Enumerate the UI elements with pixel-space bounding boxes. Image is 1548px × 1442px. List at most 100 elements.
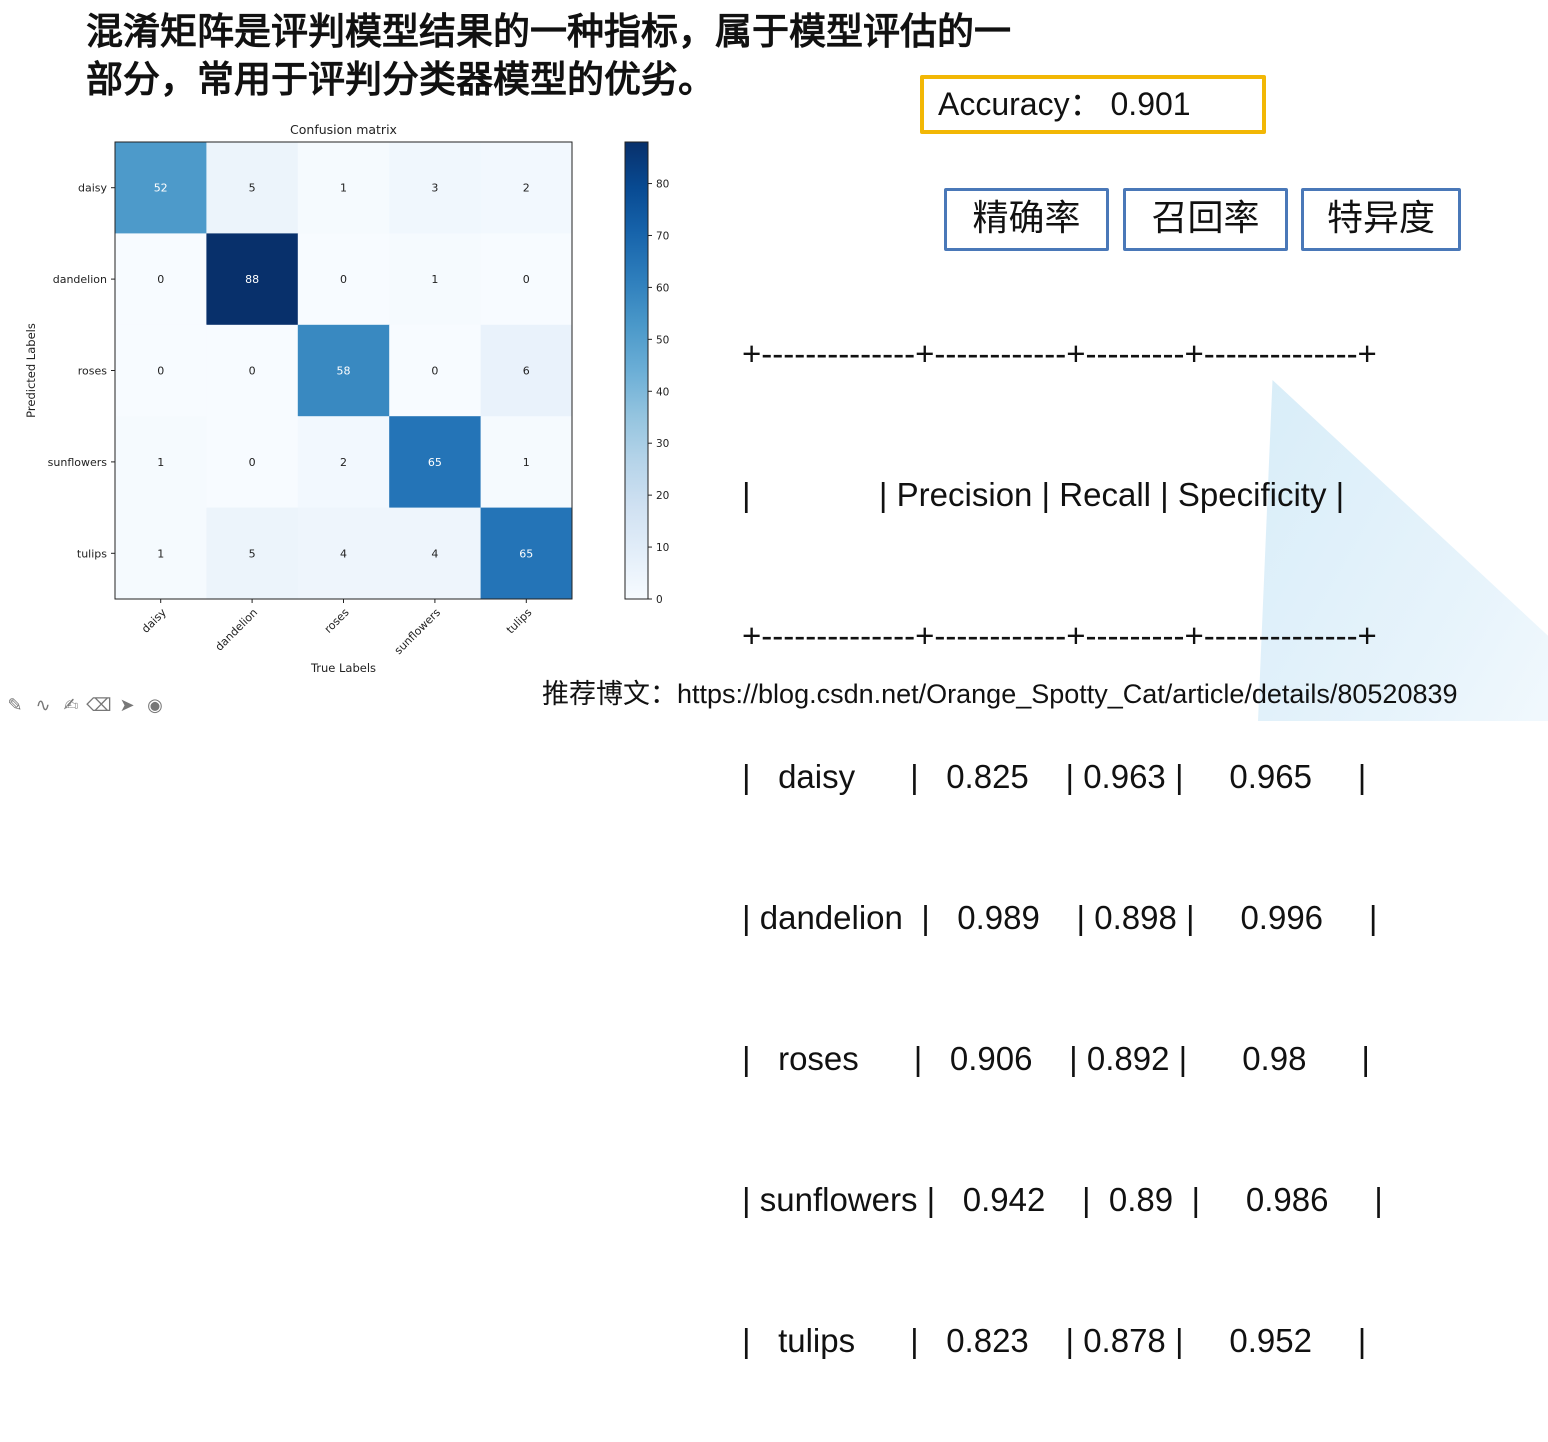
heatmap-cell <box>389 507 482 600</box>
heatmap-cell <box>115 142 207 234</box>
heatmap-cell <box>480 416 573 509</box>
table-row-roses: | roses | 0.906 | 0.892 | 0.98 | <box>742 1040 1370 1077</box>
annotation-toolbar: ✎ ∿ ✍ ⌫ ➤ ◉ <box>4 693 166 717</box>
cell-value-label: 52 <box>154 182 168 195</box>
y-axis-label: Predicted Labels <box>24 323 38 418</box>
y-tick-label: daisy <box>78 182 108 195</box>
cell-value-label: 0 <box>157 365 164 378</box>
x-tick-label: daisy <box>139 606 169 636</box>
cell-value-label: 88 <box>245 273 259 286</box>
cell-value-label: 4 <box>340 547 347 560</box>
y-tick-label: sunflowers <box>48 456 108 469</box>
x-tick-label: tulips <box>504 606 535 637</box>
heatmap-cell <box>297 233 390 326</box>
cell-value-label: 5 <box>249 547 256 560</box>
highlighter-icon[interactable]: ✍ <box>63 694 79 716</box>
x-axis-label: True Labels <box>310 661 376 675</box>
x-tick-label: roses <box>322 606 352 636</box>
heatmap-cell <box>115 324 207 417</box>
heatmap-cell <box>206 324 299 417</box>
cell-value-label: 2 <box>340 456 347 469</box>
heatmap-cell <box>115 233 207 326</box>
chip-precision-zh: 精确率 <box>944 188 1109 251</box>
colorbar <box>624 141 649 600</box>
ink-icon[interactable]: ∿ <box>35 694 51 716</box>
table-row-dandelion: | dandelion | 0.989 | 0.898 | 0.996 | <box>742 899 1378 936</box>
colorbar-tick-label: 80 <box>656 179 669 191</box>
heatmap-cell <box>115 416 207 509</box>
y-tick-label: dandelion <box>53 273 107 286</box>
eraser-icon[interactable]: ⌫ <box>86 694 112 716</box>
heatmap-cell <box>115 507 207 600</box>
heatmap-cell <box>480 507 573 600</box>
cell-value-label: 1 <box>431 273 438 286</box>
heading-line-2: 部分，常用于评判分类器模型的优劣。 <box>86 57 715 101</box>
cell-value-label: 65 <box>428 456 442 469</box>
heatmap-cell <box>297 416 390 509</box>
slide-heading: 混淆矩阵是评判模型结果的一种指标，属于模型评估的一 部分，常用于评判分类器模型的… <box>86 6 1086 104</box>
table-row-sunflowers: | sunflowers | 0.942 | 0.89 | 0.986 | <box>742 1181 1383 1218</box>
cell-value-label: 0 <box>431 365 438 378</box>
cell-value-label: 3 <box>431 182 438 195</box>
colorbar-tick-label: 40 <box>656 386 669 398</box>
cell-value-label: 5 <box>249 182 256 195</box>
heatmap-cell <box>206 416 299 509</box>
colorbar-tick-label: 50 <box>656 334 669 346</box>
heatmap-cell <box>297 142 390 234</box>
y-tick-label: tulips <box>77 547 107 560</box>
heatmap-cell <box>206 507 299 600</box>
pointer-icon[interactable]: ➤ <box>119 694 135 716</box>
laser-icon[interactable]: ◉ <box>147 694 163 716</box>
table-border-top: +--------------+------------+---------+-… <box>742 335 1377 372</box>
cell-value-label: 4 <box>431 547 438 560</box>
pen-icon[interactable]: ✎ <box>7 694 23 716</box>
heatmap-cell <box>389 142 482 234</box>
cell-value-label: 0 <box>157 273 164 286</box>
chip-recall-zh: 召回率 <box>1123 188 1288 251</box>
chart-title: Confusion matrix <box>290 122 397 137</box>
cell-value-label: 0 <box>249 456 256 469</box>
heatmap-cell <box>389 324 482 417</box>
table-border-mid: +--------------+------------+---------+-… <box>742 617 1377 654</box>
colorbar-tick-label: 30 <box>656 438 669 450</box>
cell-value-label: 6 <box>523 365 530 378</box>
heatmap-cell <box>206 142 299 234</box>
x-tick-label: sunflowers <box>392 606 443 657</box>
cell-value-label: 1 <box>523 456 530 469</box>
heatmap-cell <box>206 233 299 326</box>
heatmap-cell <box>480 324 573 417</box>
cell-value-label: 0 <box>523 273 530 286</box>
cell-value-label: 1 <box>157 547 164 560</box>
y-tick-label: roses <box>78 365 108 378</box>
metrics-table: +--------------+------------+---------+-… <box>742 236 1383 1442</box>
heatmap-cell <box>480 233 573 326</box>
heatmap-cell <box>480 142 573 234</box>
accuracy-box: Accuracy： 0.901 <box>920 75 1266 134</box>
colorbar-tick-label: 10 <box>656 542 669 554</box>
x-tick-label: dandelion <box>213 606 261 654</box>
heading-line-1: 混淆矩阵是评判模型结果的一种指标，属于模型评估的一 <box>86 9 1011 53</box>
table-row-daisy: | daisy | 0.825 | 0.963 | 0.965 | <box>742 758 1367 795</box>
heatmap-cell <box>389 233 482 326</box>
heatmap-cell <box>297 324 390 417</box>
chip-specificity-zh: 特异度 <box>1301 188 1461 251</box>
colorbar-tick-label: 20 <box>656 490 669 502</box>
cell-value-label: 0 <box>340 273 347 286</box>
cell-value-label: 1 <box>340 182 347 195</box>
table-header-row: | | Precision | Recall | Specificity | <box>742 476 1345 513</box>
cell-value-label: 65 <box>519 547 533 560</box>
table-row-tulips: | tulips | 0.823 | 0.878 | 0.952 | <box>742 1322 1367 1359</box>
heatmap-cell <box>389 416 482 509</box>
recommended-article-link[interactable]: 推荐博文：https://blog.csdn.net/Orange_Spotty… <box>542 679 1458 709</box>
cell-value-label: 0 <box>249 365 256 378</box>
colorbar-tick-label: 0 <box>656 594 663 606</box>
confusion-matrix-chart: Confusion matrix 52 5 1 3 2 0 88 0 1 0 0 0 58 0 6 1 0 2 65 1… <box>20 115 700 675</box>
heatmap-cell <box>297 507 390 600</box>
colorbar-tick-label: 70 <box>656 230 669 242</box>
accuracy-value: 0.901 <box>1110 86 1191 122</box>
colorbar-tick-label: 60 <box>656 282 669 294</box>
cell-value-label: 1 <box>157 456 164 469</box>
cell-value-label: 2 <box>523 182 530 195</box>
cell-value-label: 58 <box>337 365 351 378</box>
